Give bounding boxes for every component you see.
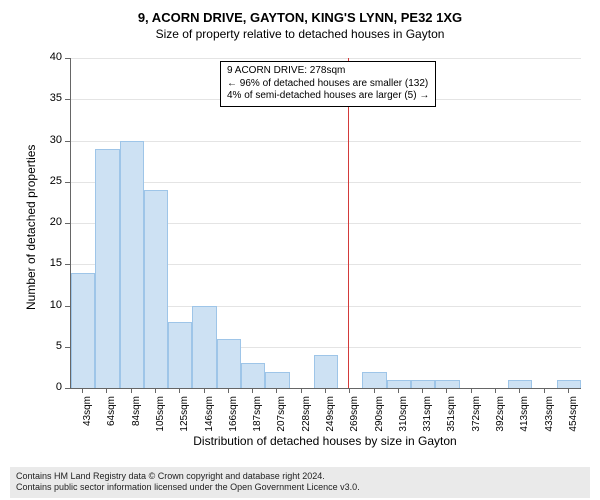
x-tick-label: 372sqm	[471, 396, 482, 436]
x-tick-label: 351sqm	[446, 396, 457, 436]
x-tick	[325, 388, 326, 393]
y-tick-label: 30	[32, 134, 62, 146]
x-tick	[398, 388, 399, 393]
y-tick	[65, 388, 70, 389]
y-tick	[65, 264, 70, 265]
y-tick-label: 20	[32, 216, 62, 228]
x-tick-label: 64sqm	[106, 396, 117, 436]
y-tick	[65, 306, 70, 307]
x-tick	[228, 388, 229, 393]
histogram-bar	[217, 339, 241, 389]
y-tick-label: 15	[32, 257, 62, 269]
x-tick-label: 166sqm	[228, 396, 239, 436]
x-axis-label: Distribution of detached houses by size …	[70, 434, 580, 448]
footer-license: Contains HM Land Registry data © Crown c…	[10, 467, 590, 498]
y-tick	[65, 347, 70, 348]
x-tick-label: 249sqm	[325, 396, 336, 436]
y-tick-label: 5	[32, 340, 62, 352]
gridline	[71, 182, 581, 183]
histogram-bar	[95, 149, 119, 388]
footer-line-2: Contains public sector information licen…	[16, 482, 584, 494]
x-tick	[106, 388, 107, 393]
y-tick-label: 10	[32, 299, 62, 311]
x-tick-label: 392sqm	[495, 396, 506, 436]
x-tick	[446, 388, 447, 393]
chart-subtitle: Size of property relative to detached ho…	[10, 27, 590, 41]
y-tick	[65, 58, 70, 59]
x-tick	[179, 388, 180, 393]
property-size-chart: 9, ACORN DRIVE, GAYTON, KING'S LYNN, PE3…	[10, 10, 590, 470]
histogram-bar	[168, 322, 192, 388]
histogram-bar	[314, 355, 338, 388]
histogram-bar	[120, 141, 144, 389]
x-tick	[471, 388, 472, 393]
annotation-line-2: ← 96% of detached houses are smaller (13…	[227, 78, 429, 91]
x-tick	[276, 388, 277, 393]
x-tick	[519, 388, 520, 393]
x-tick	[544, 388, 545, 393]
x-tick	[131, 388, 132, 393]
x-tick-label: 84sqm	[131, 396, 142, 436]
y-tick	[65, 182, 70, 183]
x-tick	[422, 388, 423, 393]
annotation-line-3: 4% of semi-detached houses are larger (5…	[227, 90, 429, 103]
x-tick	[568, 388, 569, 393]
x-tick	[82, 388, 83, 393]
histogram-bar	[411, 380, 435, 388]
x-tick-label: 269sqm	[349, 396, 360, 436]
histogram-bar	[192, 306, 216, 389]
annotation-box: 9 ACORN DRIVE: 278sqm ← 96% of detached …	[220, 61, 436, 107]
chart-title: 9, ACORN DRIVE, GAYTON, KING'S LYNN, PE3…	[10, 10, 590, 27]
x-tick	[204, 388, 205, 393]
histogram-bar	[71, 273, 95, 389]
x-tick-label: 331sqm	[422, 396, 433, 436]
histogram-bar	[387, 380, 411, 388]
histogram-bar	[362, 372, 386, 389]
footer-line-1: Contains HM Land Registry data © Crown c…	[16, 471, 584, 483]
x-tick-label: 433sqm	[544, 396, 555, 436]
x-tick-label: 187sqm	[252, 396, 263, 436]
y-tick	[65, 141, 70, 142]
x-tick	[252, 388, 253, 393]
gridline	[71, 58, 581, 59]
gridline	[71, 141, 581, 142]
y-tick-label: 35	[32, 92, 62, 104]
x-tick	[349, 388, 350, 393]
x-tick-label: 207sqm	[276, 396, 287, 436]
annotation-line-1: 9 ACORN DRIVE: 278sqm	[227, 65, 429, 78]
x-tick	[374, 388, 375, 393]
x-tick	[495, 388, 496, 393]
y-tick	[65, 223, 70, 224]
histogram-bar	[144, 190, 168, 388]
histogram-bar	[435, 380, 459, 388]
plot-area	[70, 58, 581, 389]
y-tick	[65, 99, 70, 100]
x-tick-label: 454sqm	[568, 396, 579, 436]
y-tick-label: 0	[32, 381, 62, 393]
histogram-bar	[241, 363, 265, 388]
x-tick-label: 310sqm	[398, 396, 409, 436]
x-tick	[301, 388, 302, 393]
property-marker-line	[348, 58, 349, 388]
histogram-bar	[265, 372, 289, 389]
x-tick-label: 290sqm	[374, 396, 385, 436]
x-tick-label: 105sqm	[155, 396, 166, 436]
histogram-bar	[557, 380, 581, 388]
x-tick-label: 125sqm	[179, 396, 190, 436]
x-tick-label: 228sqm	[301, 396, 312, 436]
x-tick-label: 146sqm	[204, 396, 215, 436]
x-tick	[155, 388, 156, 393]
y-tick-label: 25	[32, 175, 62, 187]
x-tick-label: 43sqm	[82, 396, 93, 436]
y-tick-label: 40	[32, 51, 62, 63]
x-tick-label: 413sqm	[519, 396, 530, 436]
histogram-bar	[508, 380, 532, 388]
